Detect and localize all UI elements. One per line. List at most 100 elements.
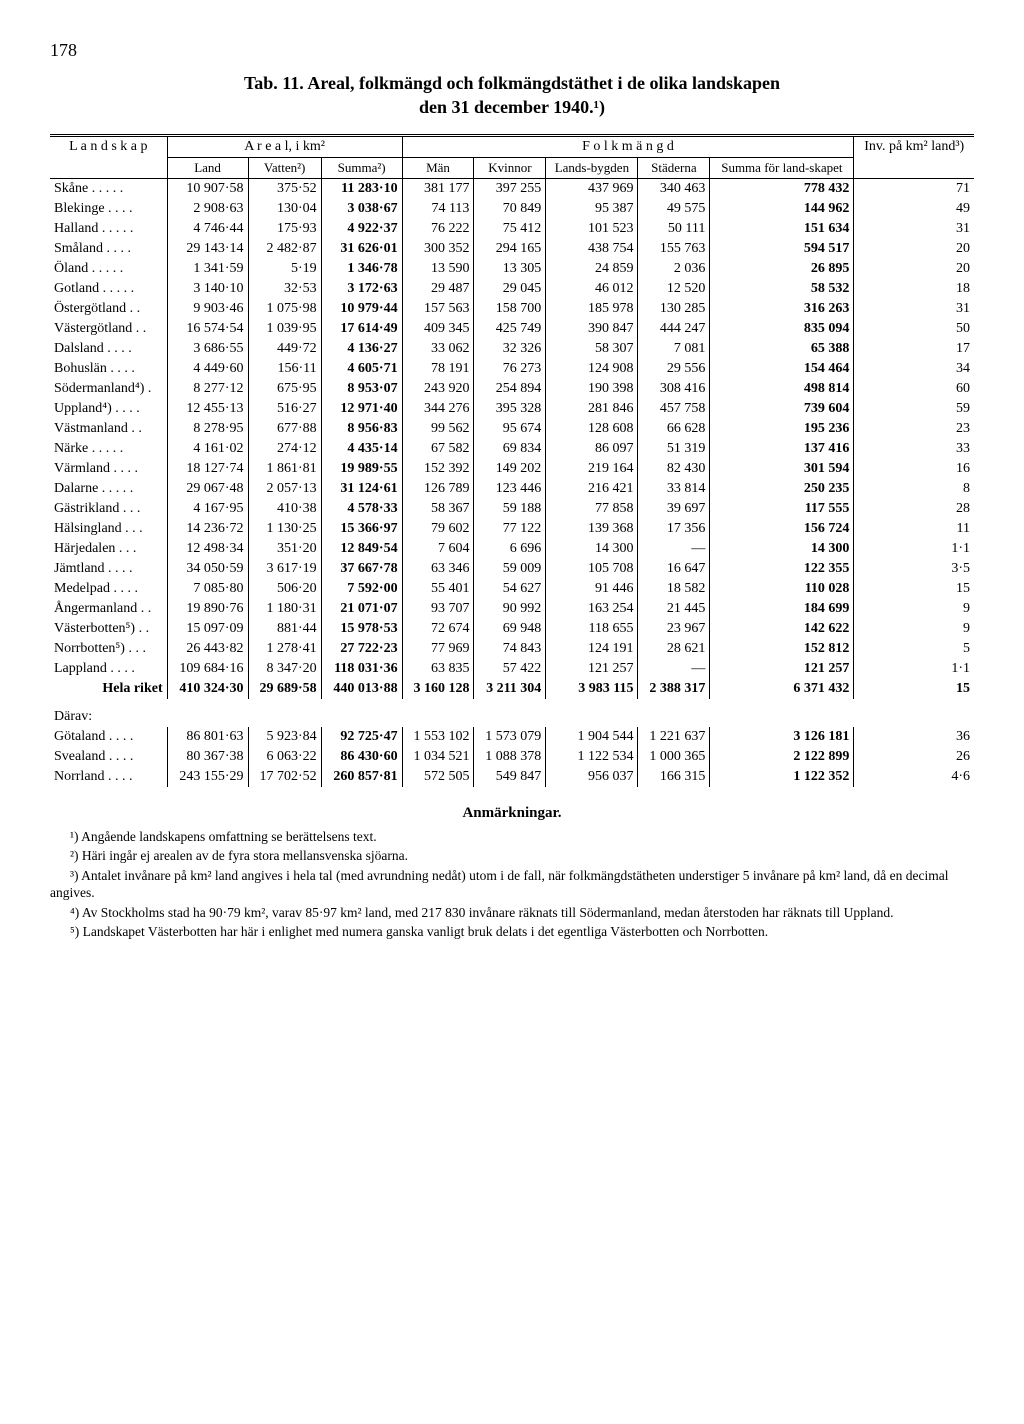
cell: 58 532 [710, 279, 854, 299]
cell: 95 387 [546, 199, 638, 219]
cell: 14 236·72 [167, 519, 248, 539]
cell: 4 435·14 [321, 439, 402, 459]
cell: 29 045 [474, 279, 546, 299]
cell: 77 122 [474, 519, 546, 539]
cell: 71 [854, 178, 974, 199]
cell: 10 979·44 [321, 299, 402, 319]
col-group-areal: A r e a l, i km² [167, 135, 402, 157]
cell: 156·11 [248, 359, 321, 379]
cell: 250 235 [710, 479, 854, 499]
cell: 166 315 [638, 767, 710, 787]
cell: 1 341·59 [167, 259, 248, 279]
cell: 137 416 [710, 439, 854, 459]
cell: Dalsland . . . . [50, 339, 167, 359]
cell: 956 037 [546, 767, 638, 787]
cell: 12 971·40 [321, 399, 402, 419]
cell: 6 063·22 [248, 747, 321, 767]
cell: 594 517 [710, 239, 854, 259]
cell: 739 604 [710, 399, 854, 419]
cell: Lappland . . . . [50, 659, 167, 679]
cell: 3 126 181 [710, 727, 854, 747]
cell: 157 563 [402, 299, 474, 319]
cell: 59 188 [474, 499, 546, 519]
table-row: Lappland . . . .109 684·168 347·20118 03… [50, 659, 974, 679]
cell: 409 345 [402, 319, 474, 339]
cell: 29 689·58 [248, 679, 321, 699]
cell: 440 013·88 [321, 679, 402, 699]
cell: 29 143·14 [167, 239, 248, 259]
cell: 86 097 [546, 439, 638, 459]
cell: 49 [854, 199, 974, 219]
cell: 15 [854, 679, 974, 699]
cell: 4 161·02 [167, 439, 248, 459]
cell: 1 278·41 [248, 639, 321, 659]
cell: Skåne . . . . . [50, 178, 167, 199]
table-row: Blekinge . . . .2 908·63130·043 038·6774… [50, 199, 974, 219]
cell: Gotland . . . . . [50, 279, 167, 299]
cell: 3 686·55 [167, 339, 248, 359]
cell: Blekinge . . . . [50, 199, 167, 219]
cell: 14 300 [546, 539, 638, 559]
cell: 36 [854, 727, 974, 747]
table-row: Norrland . . . .243 155·2917 702·52260 8… [50, 767, 974, 787]
cell: 154 464 [710, 359, 854, 379]
cell: 8 277·12 [167, 379, 248, 399]
cell: 58 367 [402, 499, 474, 519]
cell: 76 222 [402, 219, 474, 239]
table-row: Värmland . . . .18 127·741 861·8119 989·… [50, 459, 974, 479]
cell: 449·72 [248, 339, 321, 359]
table-row: Dalsland . . . .3 686·55449·724 136·2733… [50, 339, 974, 359]
col-land: Land [167, 157, 248, 178]
cell: 457 758 [638, 399, 710, 419]
table-row: Bohuslän . . . .4 449·60156·114 605·7178… [50, 359, 974, 379]
cell: 17 702·52 [248, 767, 321, 787]
cell: 4 922·37 [321, 219, 402, 239]
cell: Värmland . . . . [50, 459, 167, 479]
cell: 34 [854, 359, 974, 379]
cell: 1 221 637 [638, 727, 710, 747]
cell: 110 028 [710, 579, 854, 599]
cell: Härjedalen . . . [50, 539, 167, 559]
cell: 63 835 [402, 659, 474, 679]
cell: 16 574·54 [167, 319, 248, 339]
col-landsbygden: Lands-bygden [546, 157, 638, 178]
cell: 1 122 352 [710, 767, 854, 787]
cell: 124 191 [546, 639, 638, 659]
cell: 185 978 [546, 299, 638, 319]
table-row: Ångermanland . .19 890·761 180·3121 071·… [50, 599, 974, 619]
table-row: Härjedalen . . .12 498·34351·2012 849·54… [50, 539, 974, 559]
table-row: Södermanland⁴) .8 277·12675·958 953·0724… [50, 379, 974, 399]
cell: 144 962 [710, 199, 854, 219]
cell: 163 254 [546, 599, 638, 619]
cell: 79 602 [402, 519, 474, 539]
cell: 63 346 [402, 559, 474, 579]
cell: 5 [854, 639, 974, 659]
cell: 15 366·97 [321, 519, 402, 539]
cell: 18 [854, 279, 974, 299]
cell: 1 088 378 [474, 747, 546, 767]
cell: Halland . . . . . [50, 219, 167, 239]
cell: 12 520 [638, 279, 710, 299]
cell: 128 608 [546, 419, 638, 439]
cell: 152 392 [402, 459, 474, 479]
cell: 55 401 [402, 579, 474, 599]
cell: 1 075·98 [248, 299, 321, 319]
cell: 410·38 [248, 499, 321, 519]
cell: 152 812 [710, 639, 854, 659]
cell: 99 562 [402, 419, 474, 439]
cell: 438 754 [546, 239, 638, 259]
table-title: Tab. 11. Areal, folkmängd och folkmängds… [50, 71, 974, 120]
cell: 677·88 [248, 419, 321, 439]
cell: 80 367·38 [167, 747, 248, 767]
cell: 70 849 [474, 199, 546, 219]
cell: Ångermanland . . [50, 599, 167, 619]
cell: 28 [854, 499, 974, 519]
cell: 58 307 [546, 339, 638, 359]
cell: 23 [854, 419, 974, 439]
cell: 39 697 [638, 499, 710, 519]
cell: 1 573 079 [474, 727, 546, 747]
cell: 7 085·80 [167, 579, 248, 599]
cell: 17 356 [638, 519, 710, 539]
cell: Östergötland . . [50, 299, 167, 319]
cell: 8 956·83 [321, 419, 402, 439]
